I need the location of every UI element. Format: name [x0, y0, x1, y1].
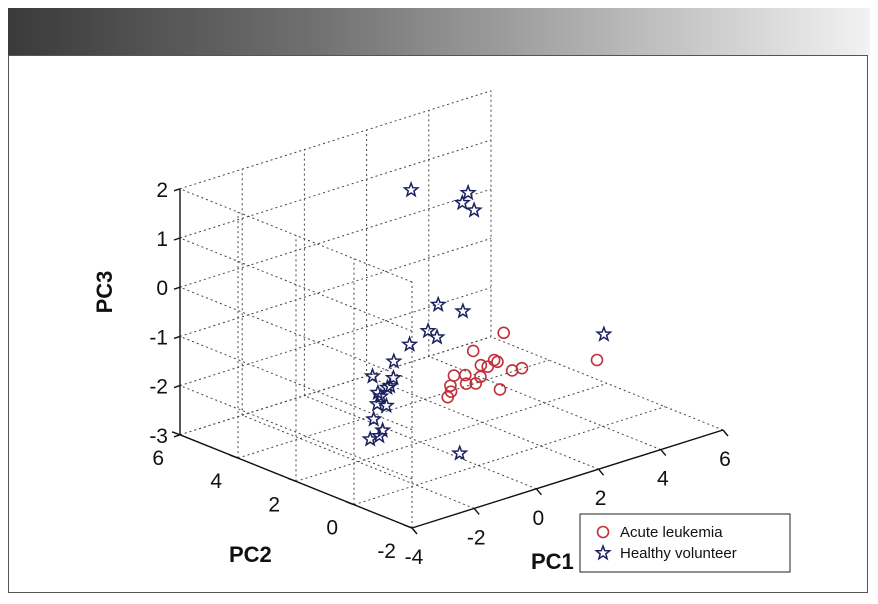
y-tick	[345, 501, 355, 506]
grid-line	[179, 286, 413, 381]
y-tick	[287, 477, 297, 483]
x-tick-label: -4	[405, 546, 424, 569]
grid-line	[353, 406, 666, 506]
x-tick-label: 4	[657, 468, 669, 491]
x-tick	[411, 527, 418, 535]
data-point-acute-leukemia	[469, 377, 483, 390]
grid-line	[237, 359, 550, 459]
data-point-acute-leukemia	[491, 355, 504, 369]
data-point-healthy-volunteer	[419, 321, 437, 339]
data-point-healthy-volunteer	[370, 426, 389, 444]
grid-line	[179, 90, 492, 190]
header-banner	[8, 8, 870, 55]
y-tick-label: 6	[152, 447, 164, 470]
data-point-healthy-volunteer	[378, 378, 397, 396]
z-tick-label: -2	[149, 376, 168, 399]
data-point-healthy-volunteer	[465, 201, 483, 218]
data-points	[361, 180, 613, 461]
grid-line	[179, 237, 413, 332]
legend: Acute leukemia Healthy volunteer	[579, 513, 791, 573]
data-point-acute-leukemia	[444, 379, 457, 393]
data-point-healthy-volunteer	[400, 335, 419, 352]
data-point-healthy-volunteer	[428, 328, 446, 345]
y-tick	[229, 454, 239, 459]
data-point-healthy-volunteer	[365, 410, 383, 427]
z-tick	[173, 335, 181, 340]
x-axis-ticks: -4 -2 0 2 4 6	[405, 429, 731, 569]
x-tick-label: 2	[595, 487, 607, 510]
z-tick-label: -3	[149, 425, 168, 448]
z-tick-label: 2	[156, 179, 168, 202]
y-tick	[403, 524, 413, 529]
data-point-healthy-volunteer	[454, 302, 472, 319]
data-point-healthy-volunteer	[459, 183, 477, 201]
z-tick	[173, 188, 181, 192]
legend-marker-acute-leukemia	[596, 525, 610, 539]
x-tick-label: 6	[719, 448, 731, 471]
data-point-acute-leukemia	[481, 360, 495, 373]
grid-line	[179, 385, 413, 480]
x-axis-title: PC1	[531, 549, 574, 574]
data-point-acute-leukemia	[493, 383, 507, 396]
y-tick-label: 2	[268, 493, 280, 516]
figure-frame	[8, 55, 868, 593]
x-tick-label: 0	[533, 507, 545, 530]
x-axis-line	[411, 429, 724, 529]
data-point-acute-leukemia	[590, 353, 604, 367]
y-tick-label: 4	[210, 470, 222, 493]
y-tick-label: 0	[326, 517, 338, 540]
x-tick	[598, 468, 605, 476]
data-point-acute-leukemia	[515, 361, 529, 375]
data-point-healthy-volunteer	[595, 325, 613, 342]
grid-line	[179, 287, 492, 387]
legend-star-shape	[594, 543, 612, 561]
x-tick	[722, 429, 729, 437]
grid-line	[179, 336, 492, 436]
data-point-acute-leukemia	[441, 390, 455, 404]
grid-line	[179, 188, 492, 288]
z-tick-label: -1	[149, 326, 168, 349]
y-tick-label: -2	[377, 540, 396, 563]
data-point-healthy-volunteer	[384, 368, 403, 386]
x-tick	[535, 488, 542, 496]
data-point-healthy-volunteer	[372, 387, 390, 404]
z-tick-label: 0	[156, 277, 168, 300]
x-tick	[473, 507, 480, 515]
x-tick	[660, 449, 667, 457]
data-point-healthy-volunteer	[363, 367, 382, 384]
grid-lines	[179, 90, 724, 529]
x-tick-label: -2	[467, 526, 486, 549]
y-axis-title: PC2	[229, 542, 272, 567]
data-point-acute-leukemia	[497, 326, 511, 340]
data-point-acute-leukemia	[447, 369, 461, 382]
z-tick	[173, 286, 181, 290]
data-point-healthy-volunteer	[453, 193, 472, 211]
legend-marker-healthy-volunteer	[594, 543, 612, 561]
data-point-healthy-volunteer	[429, 295, 447, 313]
grid-line	[179, 188, 413, 283]
legend-box	[579, 513, 791, 573]
data-point-healthy-volunteer	[385, 352, 403, 369]
data-point-healthy-volunteer	[402, 180, 420, 198]
z-tick	[173, 237, 181, 241]
grid-line	[295, 382, 608, 482]
data-point-healthy-volunteer	[368, 394, 386, 412]
y-tick	[171, 431, 181, 436]
axes	[179, 188, 724, 529]
z-axis-ticks: -3 -2 -1 0 1 2	[149, 179, 181, 448]
grid-line	[179, 237, 492, 337]
legend-label-healthy-volunteer: Healthy volunteer	[620, 545, 737, 562]
data-point-healthy-volunteer	[361, 429, 379, 447]
legend-label-acute-leukemia: Acute leukemia	[620, 524, 723, 541]
grid-line	[179, 139, 492, 239]
data-point-acute-leukemia	[459, 377, 473, 390]
y-axis-ticks: -2 0 2 4 6	[152, 431, 413, 563]
z-tick	[173, 384, 181, 389]
data-point-acute-leukemia	[466, 344, 480, 358]
data-point-healthy-volunteer	[450, 444, 469, 461]
data-point-healthy-volunteer	[369, 383, 387, 401]
z-tick-label: 1	[156, 228, 168, 251]
z-axis-title: PC3	[92, 271, 117, 314]
